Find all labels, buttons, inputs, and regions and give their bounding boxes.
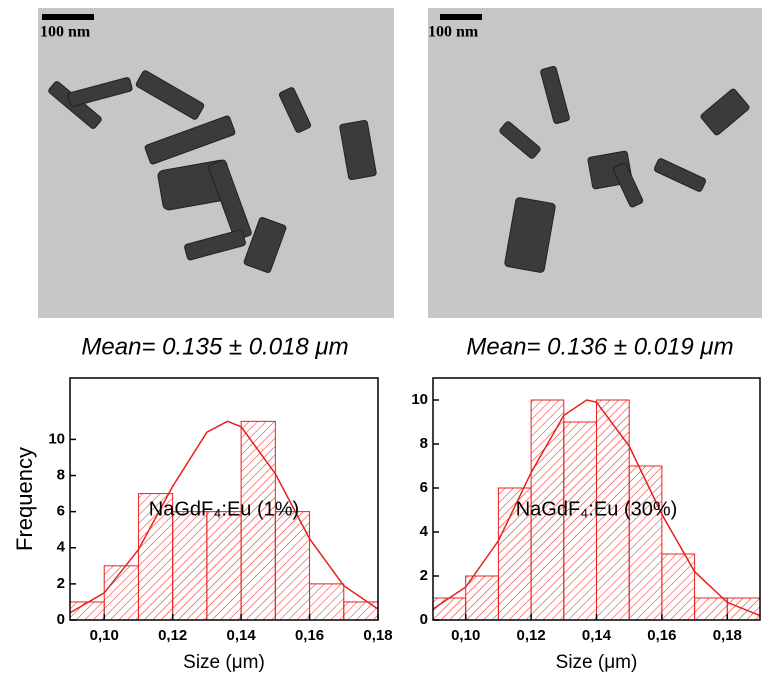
scale-bar-label: 100 nm bbox=[428, 24, 479, 41]
bar bbox=[274, 511, 311, 621]
x-tick-label: 0,16 bbox=[647, 627, 676, 644]
x-tick-label: 0,14 bbox=[582, 627, 612, 644]
y-tick-label: 10 bbox=[48, 430, 65, 447]
x-tick-label: 0,12 bbox=[516, 627, 545, 644]
y-tick-label: 4 bbox=[420, 523, 429, 540]
y-tick-label: 0 bbox=[57, 611, 65, 628]
bar bbox=[69, 601, 105, 621]
tem-image-right: 100 nm bbox=[428, 8, 762, 318]
y-tick-label: 0 bbox=[420, 611, 428, 628]
y-tick-label: 4 bbox=[57, 539, 66, 556]
chart-title: Mean= 0.135 ± 0.018 μm bbox=[81, 333, 348, 360]
bar bbox=[343, 601, 379, 621]
y-tick-label: 10 bbox=[411, 391, 428, 408]
bar bbox=[432, 597, 467, 621]
bar bbox=[172, 511, 208, 621]
x-tick-label: 0,18 bbox=[363, 627, 392, 644]
x-axis-label: Size (μm) bbox=[556, 652, 638, 673]
x-tick-label: 0,12 bbox=[158, 627, 187, 644]
y-axis-label: Frequency bbox=[12, 447, 37, 551]
bar bbox=[309, 583, 345, 621]
plot-frame bbox=[69, 377, 379, 621]
x-tick-label: 0,16 bbox=[295, 627, 324, 644]
y-tick-label: 2 bbox=[57, 575, 65, 592]
bar bbox=[563, 421, 597, 621]
fit-curve bbox=[432, 399, 761, 617]
y-tick-label: 6 bbox=[420, 479, 428, 496]
x-tick-label: 0,10 bbox=[451, 627, 480, 644]
bar bbox=[628, 465, 663, 621]
scale-bar-label: 100 nm bbox=[40, 24, 91, 41]
y-tick-label: 2 bbox=[420, 567, 428, 584]
bar bbox=[694, 597, 728, 621]
x-axis-label: Size (μm) bbox=[183, 652, 265, 673]
annotation: NaGdF₄:Eu (30%) bbox=[516, 498, 678, 520]
x-tick-label: 0,10 bbox=[90, 627, 119, 644]
chart-title: Mean= 0.136 ± 0.019 μm bbox=[466, 333, 733, 360]
tem-image-left: 100 nm bbox=[38, 8, 394, 318]
bar bbox=[137, 493, 174, 621]
x-tick-label: 0,14 bbox=[227, 627, 257, 644]
x-tick-label: 0,18 bbox=[713, 627, 742, 644]
annotation: NaGdF₄:Eu (1%) bbox=[149, 498, 299, 520]
bar bbox=[497, 487, 532, 621]
y-tick-label: 6 bbox=[57, 503, 65, 520]
bar bbox=[530, 399, 565, 621]
bar bbox=[103, 565, 139, 621]
bar bbox=[206, 511, 242, 621]
y-tick-label: 8 bbox=[420, 435, 428, 452]
y-tick-label: 8 bbox=[57, 466, 65, 483]
bar bbox=[465, 575, 499, 621]
fit-curve bbox=[69, 420, 379, 614]
